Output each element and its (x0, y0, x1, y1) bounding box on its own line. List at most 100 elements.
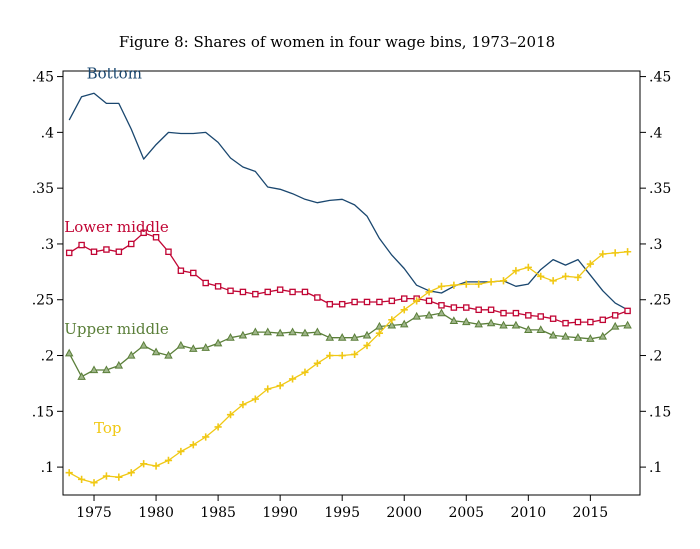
data-point (400, 306, 408, 314)
data-point (412, 311, 421, 320)
data-point (599, 250, 607, 258)
data-point (227, 287, 234, 295)
data-point (201, 343, 210, 351)
x-tick-label: 1990 (262, 505, 298, 521)
y-tick-label-right: .45 (649, 70, 671, 86)
data-point (462, 317, 471, 326)
data-point (462, 280, 470, 288)
series-upper-middle (64, 308, 632, 380)
data-point (549, 315, 557, 322)
data-point (400, 295, 408, 302)
data-point (475, 306, 482, 314)
data-point (239, 288, 247, 296)
data-point (238, 330, 248, 339)
data-point (78, 241, 85, 249)
x-tick-label: 1995 (324, 505, 360, 521)
data-point (450, 304, 458, 311)
series-label-bottom: Bottom (87, 64, 142, 82)
data-point (103, 246, 110, 253)
data-point (623, 320, 632, 329)
y-tick-label-right: .3 (649, 237, 662, 253)
data-point (587, 318, 594, 326)
y-tick-label-left: .1 (41, 460, 54, 476)
data-point (288, 375, 297, 383)
data-point (213, 338, 223, 347)
data-point (512, 309, 520, 317)
data-point (548, 330, 558, 339)
data-point (598, 331, 608, 340)
data-point (561, 331, 570, 340)
data-point (387, 320, 397, 329)
data-point (264, 385, 272, 393)
plot-area-frame (62, 70, 641, 496)
y-tick-label-right: .4 (649, 125, 662, 141)
data-point (151, 347, 161, 356)
x-tick-label: 1975 (76, 505, 112, 521)
series-label-upper-middle: Upper middle (64, 320, 169, 338)
data-point (562, 319, 569, 327)
data-point (376, 298, 383, 306)
y-tick-label-left: .3 (41, 237, 54, 253)
data-point (226, 333, 235, 341)
data-point (300, 328, 310, 337)
data-point (449, 316, 459, 325)
x-tick-label: 2000 (386, 505, 422, 521)
data-point (314, 294, 321, 301)
data-point (437, 282, 446, 290)
y-tick-label-left: .35 (32, 181, 54, 197)
data-point (226, 411, 235, 419)
data-point (164, 350, 173, 359)
y-tick-label-right: .1 (649, 460, 662, 476)
data-point (176, 340, 186, 349)
data-point (65, 249, 73, 257)
data-point (537, 272, 545, 280)
data-point (573, 333, 583, 341)
data-point (549, 277, 557, 285)
data-point (425, 288, 433, 296)
series-line-upper-middle (68, 312, 628, 378)
series-label-top: Top (94, 419, 121, 437)
data-point (574, 318, 582, 326)
data-point (325, 333, 335, 341)
data-point (127, 350, 136, 359)
data-point (152, 234, 160, 241)
data-point (599, 316, 607, 324)
data-point (301, 288, 309, 296)
data-point (351, 350, 359, 359)
data-point (525, 312, 532, 319)
x-tick-label: 2005 (448, 505, 484, 521)
data-point (512, 267, 520, 275)
data-point (610, 321, 620, 330)
data-point (189, 344, 198, 352)
series-lower-middle (65, 229, 631, 327)
data-point (64, 348, 74, 357)
data-point (326, 300, 334, 308)
data-point (239, 401, 247, 409)
data-point (102, 365, 111, 374)
annotation-layer: Bottom Lower middle Upper middle Top (64, 64, 169, 437)
data-point (487, 278, 495, 286)
y-tick-label-left: .2 (41, 349, 54, 365)
data-point (301, 368, 309, 376)
data-point (611, 312, 619, 319)
data-point (623, 248, 632, 256)
series-bottom (68, 92, 628, 311)
data-point (252, 290, 259, 298)
y-tick-label-right: .35 (649, 181, 671, 197)
series-layer (64, 92, 632, 487)
data-point (127, 240, 135, 248)
data-point (251, 395, 259, 403)
data-point (450, 281, 458, 289)
data-point (275, 328, 285, 337)
data-point (574, 273, 582, 282)
data-point (90, 248, 98, 256)
data-point (89, 365, 99, 374)
series-line-top (68, 251, 628, 484)
data-point (388, 316, 396, 324)
data-point (276, 382, 284, 390)
data-point (78, 475, 86, 483)
data-point (363, 341, 371, 350)
data-point (140, 460, 148, 468)
data-point (413, 297, 421, 305)
